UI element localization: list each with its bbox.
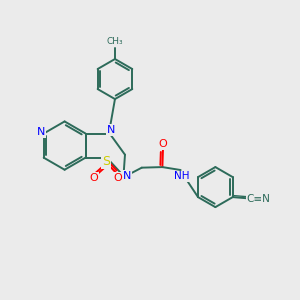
Text: S: S [102, 155, 110, 168]
Text: N: N [107, 125, 115, 135]
Text: O: O [113, 173, 122, 183]
Text: O: O [90, 173, 98, 183]
Text: O: O [159, 139, 167, 149]
Text: C≡N: C≡N [246, 194, 270, 204]
Text: N: N [123, 171, 131, 181]
Text: N: N [37, 127, 46, 137]
Text: NH: NH [174, 172, 190, 182]
Text: CH₃: CH₃ [107, 38, 123, 46]
